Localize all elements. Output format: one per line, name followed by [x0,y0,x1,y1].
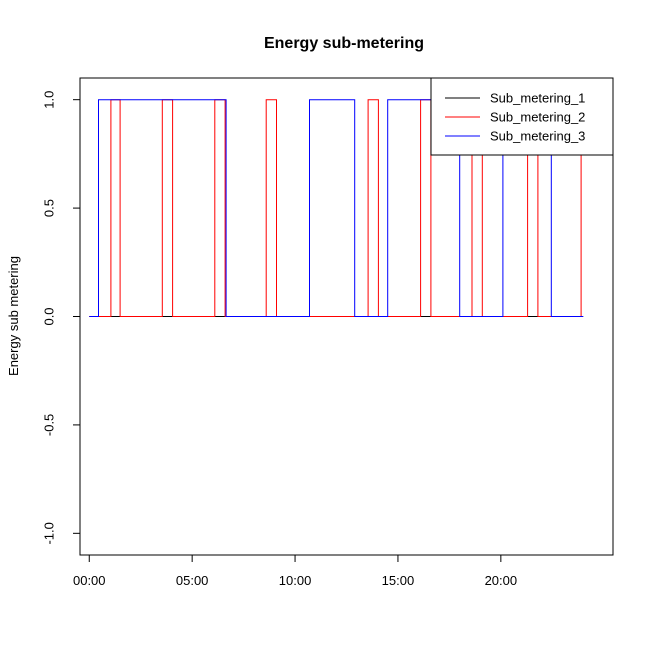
x-tick-label-0: 00:00 [73,573,106,588]
chart-title: Energy sub-metering [264,35,424,52]
x-axis: 00:00 05:00 10:00 15:00 20:00 [73,555,517,588]
x-tick-label-4: 20:00 [485,573,518,588]
y-tick-label-4: -1.0 [42,522,57,544]
legend-label-2: Sub_metering_2 [490,110,585,125]
legend: Sub_metering_1 Sub_metering_2 Sub_metering… [430,77,614,156]
series-line-2 [89,99,584,317]
y-axis-label: Energy sub metering [6,256,21,376]
y-tick-label-0: 1.0 [42,91,57,109]
x-tick-label-3: 15:00 [382,573,415,588]
y-axis: 1.0 0.5 0.0 -0.5 -1.0 [42,91,80,545]
x-tick-label-1: 05:00 [176,573,209,588]
y-tick-label-3: -0.5 [42,414,57,436]
legend-label-3: Sub_metering_3 [490,129,585,144]
y-tick-label-1: 0.5 [42,199,57,217]
y-tick-label-2: 0.0 [42,307,57,325]
legend-label-1: Sub_metering_1 [490,91,585,106]
x-tick-label-2: 10:00 [279,573,312,588]
